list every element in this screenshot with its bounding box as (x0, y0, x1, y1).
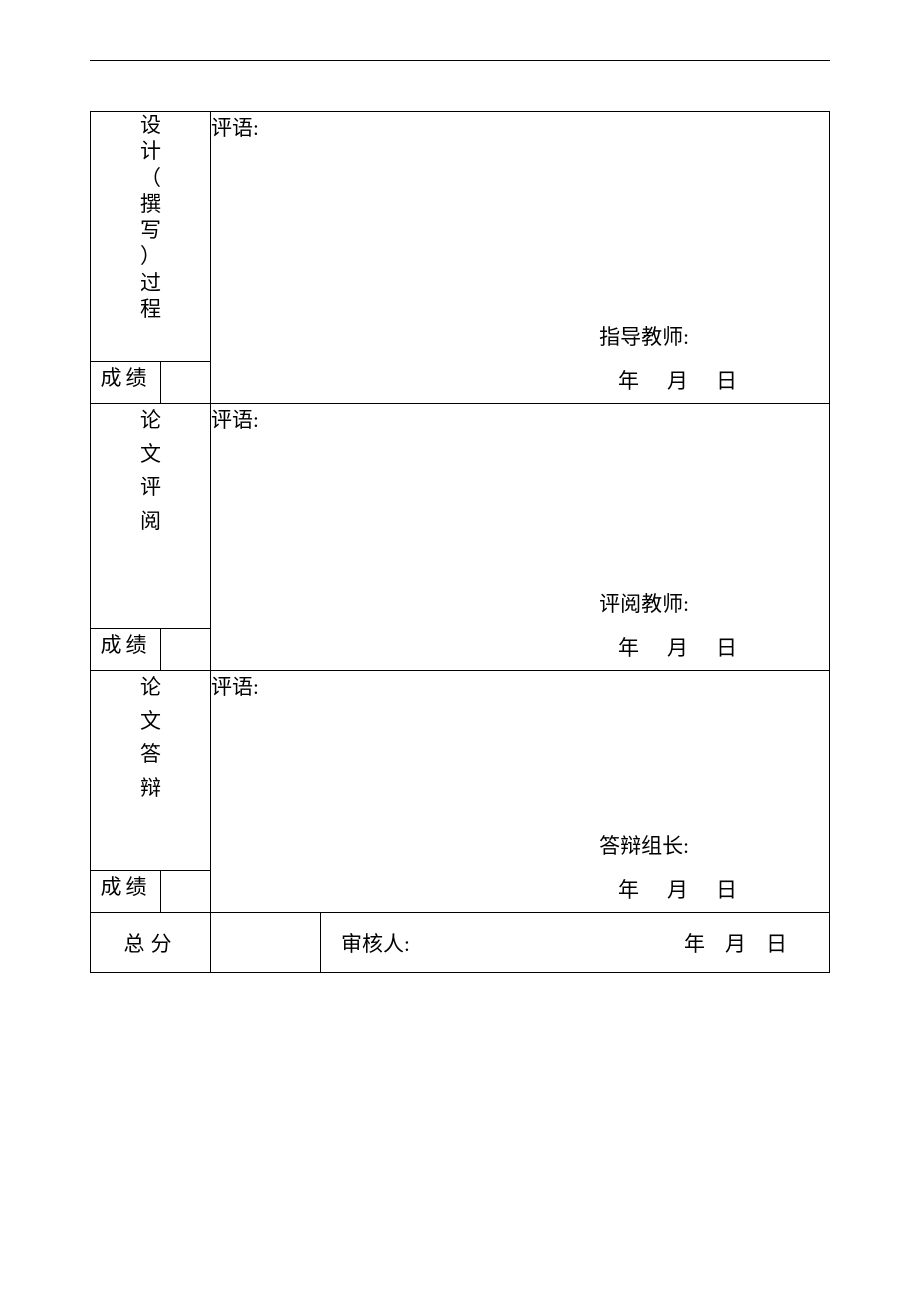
auditor-cell: 审核人: 年月日 (321, 913, 830, 973)
date-line: 年月日 (211, 874, 769, 904)
section-1-comment: 评语: 指导教师: 年月日 (211, 112, 830, 404)
section-1-score-label: 成绩 (91, 362, 161, 404)
section-2-score-value (161, 629, 211, 671)
signer-label: 指导教师: (599, 321, 689, 351)
header-rule (90, 60, 830, 61)
signer-label: 评阅教师: (599, 588, 689, 618)
section-2-score-label: 成绩 (91, 629, 161, 671)
section-3-comment: 评语: 答辩组长: 年月日 (211, 671, 830, 913)
auditor-label: 审核人: (341, 932, 410, 956)
date-line: 年月日 (211, 632, 769, 662)
section-1-score-value (161, 362, 211, 404)
section-3-title: 论 文 答 辩 (91, 671, 211, 871)
signer-label: 答辩组长: (599, 830, 689, 860)
evaluation-form: 设 计 （ 撰 写 ） 过 程 评语: 指导教师: 年月日 成绩 (90, 111, 830, 973)
section-3-score-label: 成绩 (91, 871, 161, 913)
section-1-signature: 指导教师: 年月日 (211, 321, 829, 395)
comment-label: 评语: (211, 671, 829, 701)
section-1-title: 设 计 （ 撰 写 ） 过 程 (91, 112, 211, 362)
comment-label: 评语: (211, 112, 829, 142)
section-2-title-text: 论 文 评 阅 (140, 404, 161, 538)
section-3-signature: 答辩组长: 年月日 (211, 830, 829, 904)
section-2-comment: 评语: 评阅教师: 年月日 (211, 404, 830, 671)
total-value (211, 913, 321, 973)
section-3-title-text: 论 文 答 辩 (140, 671, 161, 805)
date-line: 年月日 (211, 365, 769, 395)
section-3-score-value (161, 871, 211, 913)
audit-date: 年月日 (684, 928, 789, 958)
section-1-title-text: 设 计 （ 撰 写 ） 过 程 (140, 112, 161, 322)
section-2-title: 论 文 评 阅 (91, 404, 211, 629)
comment-label: 评语: (211, 404, 829, 434)
section-2-signature: 评阅教师: 年月日 (211, 588, 829, 662)
total-label: 总分 (91, 913, 211, 973)
